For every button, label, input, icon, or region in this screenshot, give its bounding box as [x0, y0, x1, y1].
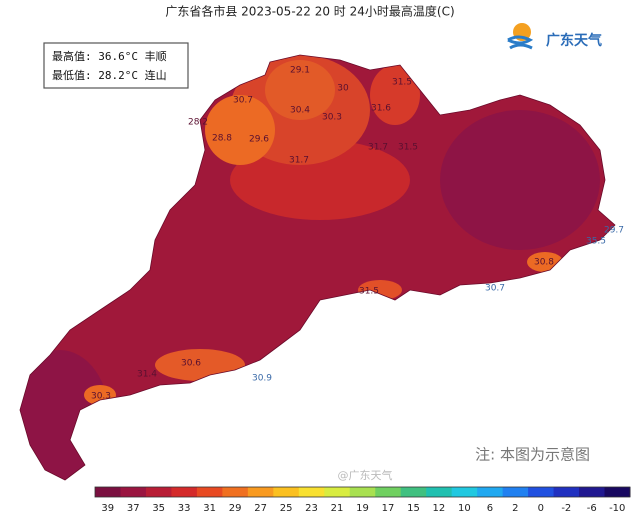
colorbar: 39 37 35 33 31 29 27 25 23 21 19 17 15 12 10 6 2 0 -2 -6 -10: [94, 486, 631, 514]
colorbar-segment: [273, 487, 300, 497]
colorbar-tick-label: -10: [609, 503, 625, 514]
map-value-label: 31.5: [359, 287, 379, 297]
colorbar-segment: [247, 487, 274, 497]
map-value-label: 31.5: [392, 78, 412, 88]
colorbar-segment: [579, 487, 606, 497]
colorbar-tick-label: 35: [152, 503, 165, 514]
colorbar-tick-label: 6: [487, 503, 493, 514]
colorbar-segment: [222, 487, 249, 497]
colorbar-tick-label: 37: [127, 503, 140, 514]
colorbar-tick-label: 27: [254, 503, 267, 514]
colorbar-tick-label: -2: [561, 503, 571, 514]
map-value-label: 31.5: [398, 143, 418, 153]
colorbar-segment: [502, 487, 529, 497]
colorbar-segment: [95, 487, 121, 497]
map-value-label: 30.3: [91, 392, 111, 402]
map-value-label: 30.7: [233, 96, 253, 106]
colorbar-segment: [528, 487, 555, 497]
colorbar-tick-label: 33: [178, 503, 191, 514]
map-value-label: 29.6: [249, 135, 269, 145]
note: 注: 本图为示意图: [475, 446, 590, 464]
map-value-label: 30.4: [290, 106, 310, 116]
map-value-label: 31.4: [137, 370, 157, 380]
colorbar-segment: [196, 487, 223, 497]
colorbar-tick-label: 0: [538, 503, 544, 514]
colorbar-segment: [375, 487, 402, 497]
colorbar-tick-label: 23: [305, 503, 318, 514]
map-value-label: 30.9: [252, 374, 272, 384]
colorbar-segment: [120, 487, 147, 497]
colorbar-frame: [94, 486, 631, 498]
map-value-label: 29.7: [604, 226, 624, 236]
watermark: @广东天气: [338, 468, 393, 482]
colorbar-segment: [451, 487, 478, 497]
colorbar-tick-label: 12: [433, 503, 446, 514]
map-value-label: 31.6: [371, 104, 391, 114]
min-value: 最低值: 28.2°C 连山: [52, 69, 167, 82]
map-value-label: 31.7: [368, 143, 388, 153]
max-value: 最高值: 36.6°C 丰顺: [52, 49, 167, 63]
colorbar-segment: [298, 487, 325, 497]
colorbar-segment: [553, 487, 580, 497]
map-value-label: 30.6: [181, 359, 201, 369]
colorbar-tick-label: 21: [331, 503, 344, 514]
colorbar-segment: [604, 487, 631, 497]
map: [20, 55, 615, 480]
map-value-label: 30.3: [322, 113, 342, 123]
colorbar-tick-label: 15: [407, 503, 420, 514]
colorbar-segment: [171, 487, 198, 497]
colorbar-tick-label: 25: [280, 503, 293, 514]
colorbar-segment: [426, 487, 453, 497]
colorbar-tick-label: -6: [587, 503, 597, 514]
colorbar-segment: [477, 487, 504, 497]
map-value-label: 31.7: [289, 156, 309, 166]
colorbar-tick-label: 19: [356, 503, 369, 514]
map-value-label: 28.8: [212, 134, 232, 144]
colorbar-tick-label: 39: [101, 503, 114, 514]
title: 广东省各市县 2023-05-22 20 时 24小时最高温度(C): [165, 4, 454, 19]
colorbar-tick-label: 31: [203, 503, 216, 514]
map-value-label: 30.8: [534, 258, 554, 268]
colorbar-tick-label: 29: [229, 503, 242, 514]
colorbar-tick-label: 10: [458, 503, 471, 514]
colorbar-segment: [349, 487, 376, 497]
map-value-label: 30.7: [485, 284, 505, 294]
summary-box: 最高值: 36.6°C 丰顺 最低值: 28.2°C 连山: [43, 42, 189, 89]
map-value-label: 30: [337, 84, 349, 94]
colorbar-tick-label: 17: [382, 503, 395, 514]
map-value-label: 35.5: [586, 237, 606, 247]
logo: 广东天气: [507, 23, 602, 50]
logo-text: 广东天气: [546, 32, 602, 49]
colorbar-segment: [145, 487, 172, 497]
colorbar-tick-label: 2: [512, 503, 518, 514]
colorbar-segment: [324, 487, 351, 497]
colorbar-segment: [400, 487, 427, 497]
map-value-label: 29.1: [290, 66, 310, 76]
map-value-label: 28.2: [188, 118, 208, 128]
